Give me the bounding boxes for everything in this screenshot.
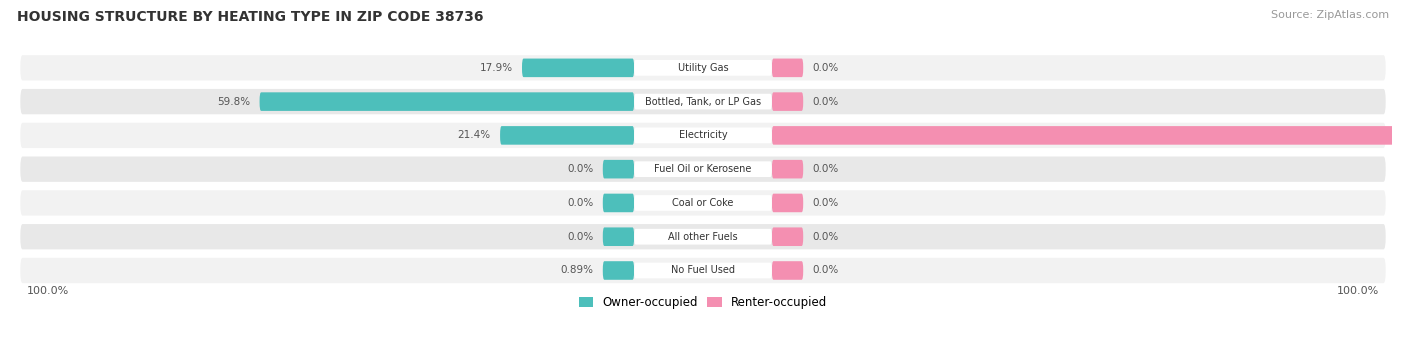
- Text: 17.9%: 17.9%: [479, 63, 513, 73]
- Legend: Owner-occupied, Renter-occupied: Owner-occupied, Renter-occupied: [574, 291, 832, 314]
- FancyBboxPatch shape: [634, 229, 772, 244]
- FancyBboxPatch shape: [603, 194, 634, 212]
- Text: 0.0%: 0.0%: [813, 266, 839, 275]
- FancyBboxPatch shape: [772, 58, 803, 77]
- Text: 0.0%: 0.0%: [813, 63, 839, 73]
- Text: Source: ZipAtlas.com: Source: ZipAtlas.com: [1271, 10, 1389, 20]
- FancyBboxPatch shape: [20, 89, 1386, 114]
- FancyBboxPatch shape: [772, 194, 803, 212]
- Text: 100.0%: 100.0%: [1337, 286, 1379, 296]
- Text: 0.0%: 0.0%: [567, 164, 593, 174]
- Text: HOUSING STRUCTURE BY HEATING TYPE IN ZIP CODE 38736: HOUSING STRUCTURE BY HEATING TYPE IN ZIP…: [17, 10, 484, 24]
- FancyBboxPatch shape: [20, 224, 1386, 249]
- FancyBboxPatch shape: [20, 123, 1386, 148]
- FancyBboxPatch shape: [634, 94, 772, 109]
- FancyBboxPatch shape: [634, 161, 772, 177]
- Text: 0.0%: 0.0%: [813, 164, 839, 174]
- FancyBboxPatch shape: [522, 58, 634, 77]
- FancyBboxPatch shape: [634, 60, 772, 76]
- Text: 100.0%: 100.0%: [27, 286, 69, 296]
- FancyBboxPatch shape: [772, 160, 803, 178]
- FancyBboxPatch shape: [634, 195, 772, 211]
- Text: 0.0%: 0.0%: [813, 232, 839, 242]
- Text: Coal or Coke: Coal or Coke: [672, 198, 734, 208]
- FancyBboxPatch shape: [20, 156, 1386, 182]
- Text: 0.0%: 0.0%: [813, 97, 839, 107]
- FancyBboxPatch shape: [603, 227, 634, 246]
- FancyBboxPatch shape: [772, 261, 803, 280]
- FancyBboxPatch shape: [603, 160, 634, 178]
- Text: 0.0%: 0.0%: [813, 198, 839, 208]
- FancyBboxPatch shape: [260, 92, 634, 111]
- Text: Fuel Oil or Kerosene: Fuel Oil or Kerosene: [654, 164, 752, 174]
- FancyBboxPatch shape: [20, 55, 1386, 81]
- Text: 0.0%: 0.0%: [567, 232, 593, 242]
- FancyBboxPatch shape: [772, 92, 803, 111]
- Text: 0.0%: 0.0%: [567, 198, 593, 208]
- FancyBboxPatch shape: [634, 262, 772, 278]
- FancyBboxPatch shape: [603, 261, 634, 280]
- Text: 21.4%: 21.4%: [457, 131, 491, 140]
- FancyBboxPatch shape: [634, 128, 772, 143]
- Text: Utility Gas: Utility Gas: [678, 63, 728, 73]
- FancyBboxPatch shape: [772, 126, 1398, 145]
- Text: All other Fuels: All other Fuels: [668, 232, 738, 242]
- FancyBboxPatch shape: [20, 258, 1386, 283]
- Text: 59.8%: 59.8%: [217, 97, 250, 107]
- FancyBboxPatch shape: [501, 126, 634, 145]
- Text: Electricity: Electricity: [679, 131, 727, 140]
- FancyBboxPatch shape: [772, 227, 803, 246]
- Text: 0.89%: 0.89%: [561, 266, 593, 275]
- FancyBboxPatch shape: [20, 190, 1386, 216]
- Text: Bottled, Tank, or LP Gas: Bottled, Tank, or LP Gas: [645, 97, 761, 107]
- Text: No Fuel Used: No Fuel Used: [671, 266, 735, 275]
